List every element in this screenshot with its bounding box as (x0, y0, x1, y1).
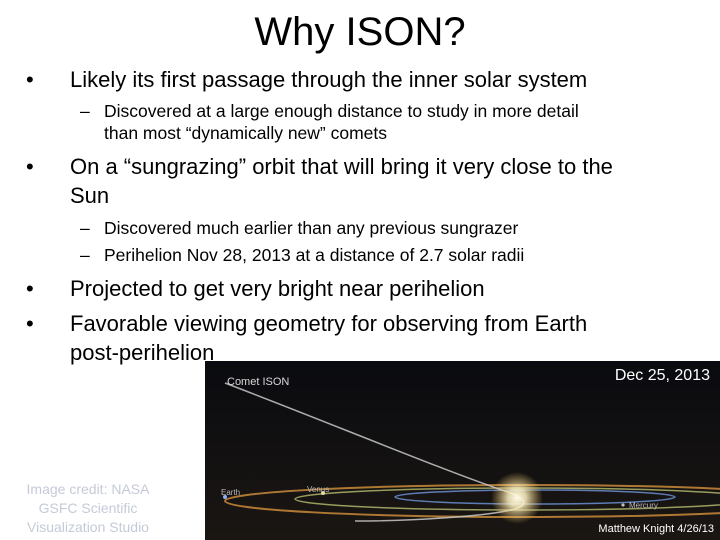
sub-bullet-dash: – (80, 218, 90, 238)
bullet-2-line-1: On a “sungrazing” orbit that will bring … (70, 154, 613, 179)
orbit-diagram: Comet ISON Earth Venus Mercury (205, 361, 720, 540)
mercury-label: Mercury (629, 501, 658, 510)
earth-label: Earth (221, 488, 240, 497)
image-credit: Image credit: NASA GSFC Scientific Visua… (26, 481, 150, 535)
bullet-1-sub-1-line-1: Discovered at a large enough distance to… (104, 101, 579, 121)
bullet-3-text: Projected to get very bright near perihe… (70, 276, 485, 301)
bullet-4-line-2: post-perihelion (70, 340, 215, 365)
bullet-2-sub-2-text: Perihelion Nov 28, 2013 at a distance of… (104, 245, 525, 265)
slide-title: Why ISON? (254, 10, 466, 54)
bullet-2-line-2: Sun (70, 183, 110, 208)
comet-label: Comet ISON (227, 376, 289, 388)
bullet-2-sub-1-text: Discovered much earlier than any previou… (104, 218, 519, 238)
venus-dot-icon (321, 491, 325, 495)
sun-icon (491, 472, 543, 524)
author-date-label: Matthew Knight 4/26/13 (598, 523, 714, 535)
mercury-dot-icon (621, 503, 625, 507)
sub-bullet-dash: – (80, 245, 90, 265)
earth-dot-icon (223, 495, 227, 499)
bullet-1-text: Likely its first passage through the inn… (70, 67, 588, 92)
bullet-dot: • (26, 154, 34, 179)
orbit-visualization-image: Comet ISON Earth Venus Mercury Dec 25, 2… (205, 361, 720, 540)
bullet-dot: • (26, 67, 34, 92)
bullet-4-line-1: Favorable viewing geometry for observing… (70, 311, 588, 336)
image-date-label: Dec 25, 2013 (614, 367, 710, 384)
bullet-dot: • (26, 311, 34, 336)
bullet-dot: • (26, 276, 34, 301)
bullet-1-sub-1-line-2: than most “dynamically new” comets (104, 123, 388, 143)
sub-bullet-dash: – (80, 101, 90, 121)
venus-label: Venus (307, 485, 329, 494)
